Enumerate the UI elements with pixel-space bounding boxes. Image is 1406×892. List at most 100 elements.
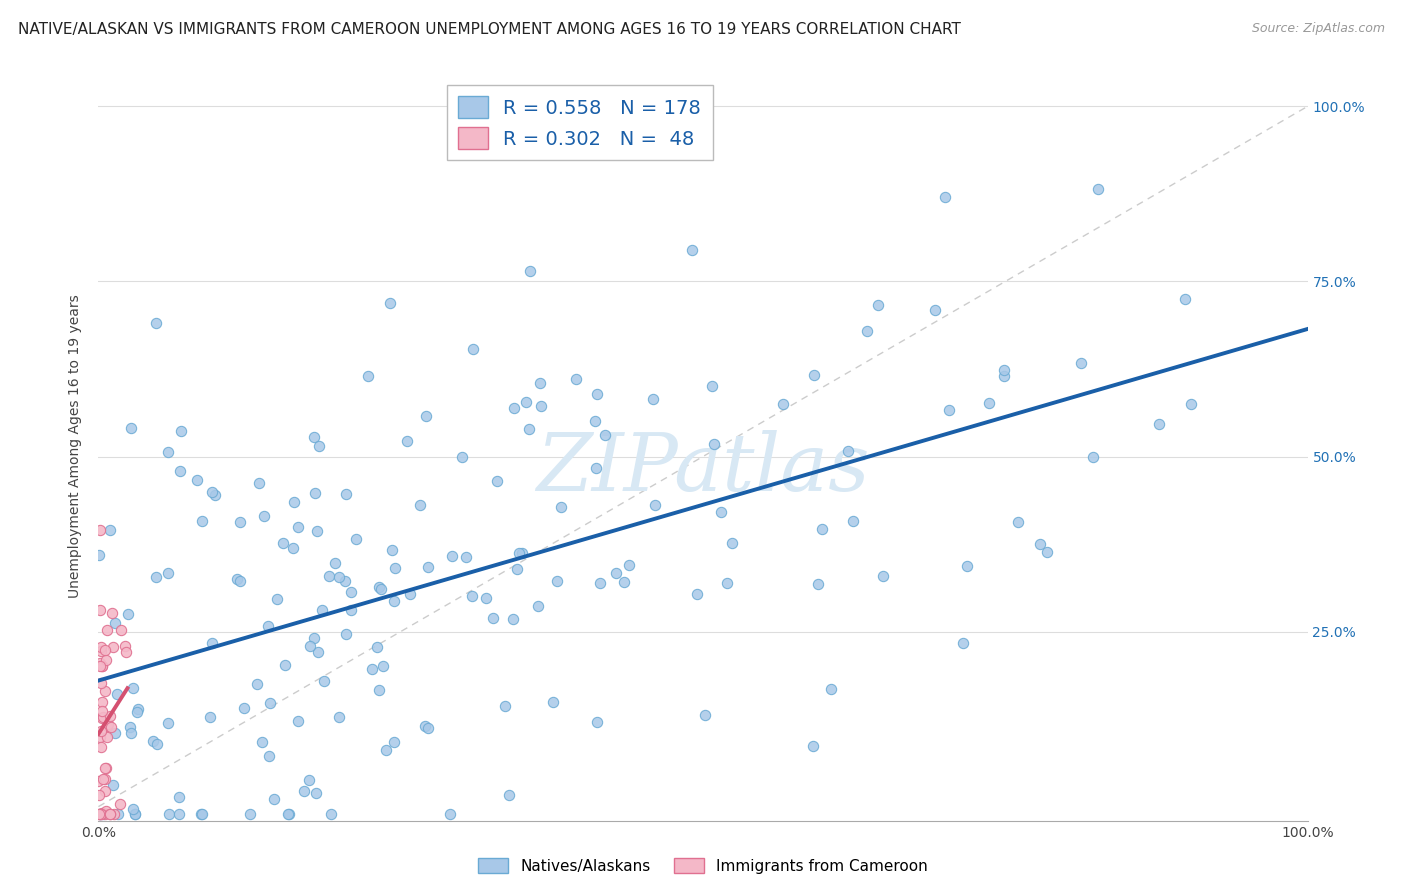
Point	[956, 558, 979, 573]
Point	[803, 368, 825, 383]
Point	[142, 734, 165, 748]
Point	[277, 806, 299, 821]
Point	[101, 778, 124, 792]
Point	[157, 715, 180, 730]
Point	[90, 704, 112, 718]
Point	[1070, 356, 1092, 370]
Point	[101, 640, 124, 655]
Point	[340, 585, 363, 599]
Point	[89, 730, 111, 744]
Point	[90, 806, 112, 821]
Text: Source: ZipAtlas.com: Source: ZipAtlas.com	[1251, 22, 1385, 36]
Point	[820, 682, 842, 697]
Point	[872, 569, 894, 583]
Point	[96, 761, 118, 775]
Point	[103, 806, 125, 821]
Point	[605, 566, 627, 580]
Point	[191, 806, 214, 821]
Point	[287, 714, 309, 728]
Point	[328, 710, 350, 724]
Point	[977, 395, 1000, 409]
Point	[461, 589, 484, 603]
Point	[530, 400, 553, 414]
Point	[90, 640, 112, 655]
Point	[266, 591, 288, 606]
Point	[90, 643, 112, 657]
Point	[201, 485, 224, 500]
Point	[124, 806, 146, 821]
Point	[328, 570, 350, 584]
Point	[801, 739, 824, 754]
Point	[585, 460, 607, 475]
Point	[304, 430, 326, 444]
Point	[681, 243, 703, 257]
Point	[1035, 545, 1057, 559]
Point	[121, 802, 143, 816]
Point	[686, 587, 709, 601]
Point	[114, 640, 136, 654]
Point	[145, 316, 167, 330]
Point	[1081, 450, 1104, 464]
Point	[340, 603, 363, 617]
Point	[90, 659, 112, 673]
Point	[89, 523, 111, 537]
Point	[94, 683, 117, 698]
Point	[94, 804, 117, 818]
Point	[298, 773, 321, 788]
Point	[96, 624, 118, 638]
Point	[156, 445, 179, 459]
Point	[298, 639, 321, 653]
Point	[482, 610, 505, 624]
Point	[441, 549, 464, 564]
Point	[319, 806, 342, 821]
Point	[115, 644, 138, 658]
Point	[87, 806, 110, 821]
Point	[361, 662, 384, 676]
Point	[110, 623, 132, 637]
Point	[716, 575, 738, 590]
Text: ZIPatlas: ZIPatlas	[536, 430, 870, 508]
Point	[145, 737, 167, 751]
Point	[938, 402, 960, 417]
Point	[485, 474, 508, 488]
Point	[225, 572, 247, 586]
Point	[450, 450, 472, 465]
Point	[494, 698, 516, 713]
Point	[127, 705, 149, 719]
Point	[246, 677, 269, 691]
Point	[710, 505, 733, 519]
Point	[589, 576, 612, 591]
Point	[993, 363, 1015, 377]
Point	[502, 612, 524, 626]
Point	[772, 397, 794, 411]
Point	[416, 721, 439, 735]
Point	[283, 541, 305, 555]
Point	[91, 772, 114, 786]
Point	[415, 409, 437, 424]
Point	[619, 558, 641, 573]
Point	[811, 522, 834, 536]
Point	[239, 806, 262, 821]
Point	[307, 645, 329, 659]
Point	[90, 658, 112, 673]
Point	[89, 603, 111, 617]
Point	[506, 562, 529, 576]
Y-axis label: Unemployment Among Ages 16 to 19 years: Unemployment Among Ages 16 to 19 years	[69, 294, 83, 598]
Point	[107, 806, 129, 821]
Point	[307, 524, 329, 538]
Point	[993, 369, 1015, 384]
Point	[1087, 182, 1109, 196]
Point	[703, 437, 725, 451]
Point	[167, 789, 190, 804]
Point	[190, 514, 212, 528]
Point	[287, 520, 309, 534]
Point	[259, 748, 281, 763]
Point	[252, 735, 274, 749]
Point	[91, 711, 114, 725]
Point	[90, 806, 112, 821]
Point	[145, 570, 167, 584]
Point	[274, 657, 297, 672]
Point	[366, 640, 388, 655]
Point	[318, 569, 340, 583]
Point	[169, 464, 191, 478]
